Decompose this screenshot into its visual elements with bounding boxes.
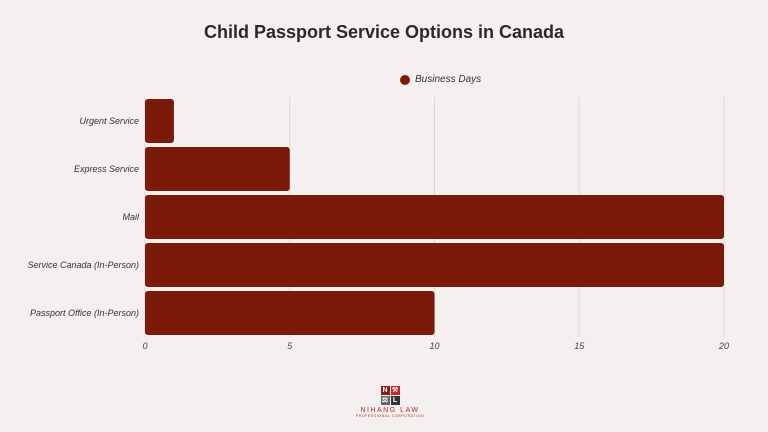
x-tick-label: 15 xyxy=(574,341,585,351)
bar xyxy=(145,99,174,143)
y-category-label: Mail xyxy=(122,212,140,222)
logo-n: N xyxy=(380,386,390,395)
gavel-icon: ⚒ xyxy=(390,386,400,395)
bar xyxy=(145,195,724,239)
y-category-label: Passport Office (In-Person) xyxy=(30,308,139,318)
y-category-label: Urgent Service xyxy=(79,116,139,126)
scales-icon: ⚖ xyxy=(380,396,390,405)
logo-subtitle: PROFESSIONAL CORPORATION xyxy=(355,414,425,418)
x-tick-label: 0 xyxy=(142,341,147,351)
y-category-label: Express Service xyxy=(74,164,139,174)
bar xyxy=(145,147,290,191)
legend-label: Business Days xyxy=(415,74,482,85)
bar xyxy=(145,243,724,287)
legend: Business Days xyxy=(400,74,481,85)
y-category-label: Service Canada (In-Person) xyxy=(27,260,139,270)
logo: N ⚒ ⚖ L NIHANG LAW PROFESSIONAL CORPORAT… xyxy=(344,386,436,418)
legend-dot-icon xyxy=(400,74,410,85)
x-tick-label: 10 xyxy=(429,341,439,351)
x-tick-label: 20 xyxy=(718,341,729,351)
x-tick-label: 5 xyxy=(287,341,293,351)
logo-l: L xyxy=(390,396,400,405)
bar xyxy=(145,291,435,335)
logo-name: NIHANG LAW xyxy=(360,407,420,414)
chart-title: Child Passport Service Options in Canada xyxy=(203,22,565,42)
